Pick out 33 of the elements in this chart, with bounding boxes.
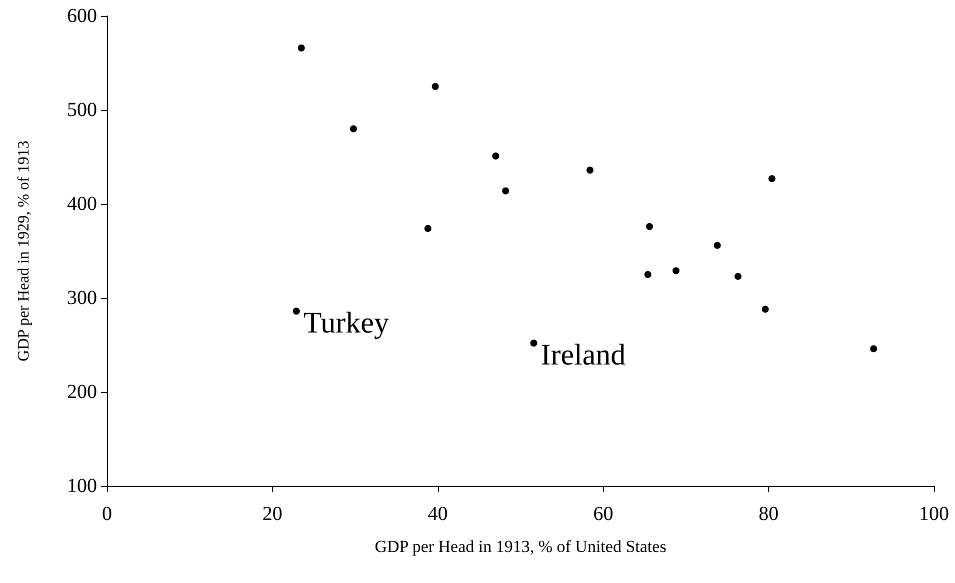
point: [502, 187, 510, 194]
point: [646, 223, 654, 230]
point: [350, 125, 357, 132]
point: [762, 306, 769, 313]
x-tick-label: 100: [919, 503, 949, 525]
y-tick-label: 500: [67, 99, 97, 121]
point: [644, 271, 652, 278]
point: [870, 345, 878, 352]
point: [714, 242, 721, 249]
y-tick-label: 200: [67, 381, 97, 403]
x-tick-label: 20: [262, 503, 282, 525]
x-tick-label: 0: [102, 503, 112, 525]
point: [530, 340, 538, 347]
point: [432, 83, 439, 90]
point: [768, 175, 776, 182]
x-axis-title: GDP per Head in 1913, % of United States: [374, 537, 666, 556]
y-axis-title: GDP per Head in 1929, % of 1913: [16, 140, 32, 362]
y-tick-label: 100: [67, 475, 97, 497]
annotation: Turkey: [303, 306, 389, 340]
y-tick-label: 400: [67, 193, 97, 215]
point: [734, 272, 742, 280]
y-tick-label: 300: [67, 287, 97, 309]
x-tick-label: 40: [428, 503, 448, 525]
point: [586, 166, 594, 174]
annotation: Ireland: [540, 338, 626, 372]
y-tick-label: 600: [67, 5, 97, 27]
point: [492, 152, 500, 160]
point: [292, 308, 300, 315]
x-tick-label: 80: [758, 503, 779, 525]
x-tick-label: 60: [593, 503, 614, 525]
point: [298, 44, 305, 52]
point: [424, 224, 432, 232]
point: [672, 267, 680, 274]
